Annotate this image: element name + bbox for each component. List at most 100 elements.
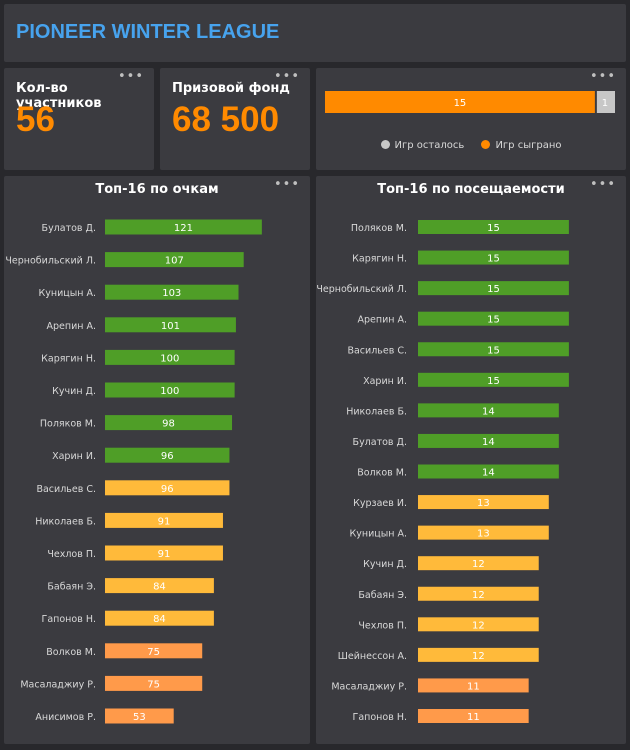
games-legend: Игр осталось Игр сыграно xyxy=(316,140,626,151)
bar-курзаев-и[interactable] xyxy=(418,495,549,510)
category-label-масаладжиу-р: Масаладжиу Р. xyxy=(331,681,407,692)
bar-value-label: 91 xyxy=(158,516,171,527)
kpi-prize-fund-value: 68 500 xyxy=(172,100,280,139)
header-panel: PIONEER WINTER LEAGUE xyxy=(4,4,626,62)
category-label-шейнессон-а: Шейнессон А. xyxy=(338,651,407,662)
category-label-арепин-а: Арепин А. xyxy=(357,315,407,326)
dashboard-title: PIONEER WINTER LEAGUE xyxy=(16,21,280,43)
bar-куницын-а[interactable] xyxy=(105,284,239,300)
bar-чехлов-п[interactable] xyxy=(105,545,223,561)
category-label-васильев-с: Васильев С. xyxy=(36,484,96,495)
bar-value-label: 13 xyxy=(477,529,490,540)
bar-value-label: 84 xyxy=(153,582,166,593)
legend-dot-icon xyxy=(481,140,491,149)
bar-харин-и[interactable] xyxy=(105,447,230,463)
category-label-поляков-м: Поляков М. xyxy=(351,223,407,234)
more-options-icon[interactable]: ••• xyxy=(273,69,300,84)
more-options-icon[interactable]: ••• xyxy=(589,177,616,192)
bar-value-label: 14 xyxy=(482,468,495,479)
bar-николаев-б[interactable] xyxy=(105,512,223,528)
category-label-кучин-д: Кучин Д. xyxy=(52,386,96,397)
bar-value-label: 101 xyxy=(161,321,180,332)
kpi-participants-card: ••• Кол-во участников 56 xyxy=(4,68,154,170)
bar-карягин-н[interactable] xyxy=(418,250,569,265)
bar-николаев-б[interactable] xyxy=(418,403,559,418)
category-label-чехлов-п: Чехлов П. xyxy=(358,620,407,631)
bar-васильев-с[interactable] xyxy=(418,342,569,357)
category-label-карягин-н: Карягин Н. xyxy=(352,254,407,265)
legend-item-played[interactable]: Игр сыграно xyxy=(481,140,561,151)
bar-value-label: 15 xyxy=(487,223,500,234)
bar-харин-и[interactable] xyxy=(418,372,569,387)
bar-value-label: 15 xyxy=(487,284,500,295)
attendance-chart: Поляков М. 15 Карягин Н. 15 Чернобильский Л.… xyxy=(316,220,569,723)
category-label-булатов-д: Булатов Д. xyxy=(42,223,96,234)
category-label-николаев-б: Николаев Б. xyxy=(346,406,407,417)
bar-васильев-с[interactable] xyxy=(105,480,230,496)
bar-value-label: 12 xyxy=(472,651,485,662)
progress-bar-label: 15 xyxy=(454,98,467,109)
games-progress-card: ••• 15 1 Игр осталось Игр сыграно xyxy=(316,68,626,170)
more-options-icon[interactable]: ••• xyxy=(117,69,144,84)
games-progress-chart: 15 1 xyxy=(325,91,615,113)
category-label-куницын-а: Куницын А. xyxy=(39,288,96,299)
kpi-prize-fund-card: ••• Призовой фонд 68 500 xyxy=(160,68,310,170)
category-label-карягин-н: Карягин Н. xyxy=(41,353,96,364)
bar-булатов-д[interactable] xyxy=(105,219,262,235)
legend-item-remaining[interactable]: Игр осталось xyxy=(380,140,464,151)
bar-чернобильский-л[interactable] xyxy=(418,281,569,296)
bar-value-label: 100 xyxy=(160,353,179,364)
bar-шейнессон-а[interactable] xyxy=(418,647,539,662)
bar-value-label: 96 xyxy=(161,451,174,462)
bar-value-label: 53 xyxy=(133,712,146,723)
bar-арепин-а[interactable] xyxy=(418,311,569,326)
bar-карягин-н[interactable] xyxy=(105,349,235,365)
bar-чехлов-п[interactable] xyxy=(418,617,539,632)
bar-value-label: 12 xyxy=(472,559,485,570)
bar-куницын-а[interactable] xyxy=(418,525,549,540)
bar-кучин-д[interactable] xyxy=(105,382,235,398)
progress-bar-played[interactable] xyxy=(325,91,595,113)
bar-value-label: 100 xyxy=(160,386,179,397)
bar-value-label: 121 xyxy=(174,223,193,234)
bar-чернобильский-л[interactable] xyxy=(105,252,244,268)
bar-волков-м[interactable] xyxy=(418,464,559,479)
bar-value-label: 75 xyxy=(147,679,160,690)
bar-value-label: 75 xyxy=(147,647,160,658)
category-label-анисимов-р: Анисимов Р. xyxy=(35,712,96,723)
bar-кучин-д[interactable] xyxy=(418,556,539,571)
bar-поляков-м[interactable] xyxy=(418,220,569,234)
category-label-бабаян-э: Бабаян Э. xyxy=(358,590,407,601)
category-label-масаладжиу-р: Масаладжиу Р. xyxy=(20,679,96,690)
progress-bar-remaining[interactable] xyxy=(596,91,615,113)
bar-value-label: 91 xyxy=(158,549,171,560)
bar-гапонов-н[interactable] xyxy=(418,709,529,723)
category-label-чернобильский-л: Чернобильский Л. xyxy=(316,284,407,295)
more-options-icon[interactable]: ••• xyxy=(589,69,616,84)
bar-value-label: 15 xyxy=(487,345,500,356)
legend-dot-icon xyxy=(380,140,390,149)
category-label-николаев-б: Николаев Б. xyxy=(35,516,96,527)
bar-гапонов-н[interactable] xyxy=(105,610,214,626)
attendance-chart-panel: ••• Топ-16 по посещаемости Поляков М. 15 К… xyxy=(316,176,626,744)
more-options-icon[interactable]: ••• xyxy=(273,177,300,192)
bar-value-label: 12 xyxy=(472,590,485,601)
bar-бабаян-э[interactable] xyxy=(418,586,539,601)
bar-анисимов-р[interactable] xyxy=(105,708,174,724)
bar-булатов-д[interactable] xyxy=(418,433,559,448)
bar-арепин-а[interactable] xyxy=(105,317,236,333)
category-label-харин-и: Харин И. xyxy=(363,376,407,387)
bar-value-label: 14 xyxy=(482,406,495,417)
bar-масаладжиу-р[interactable] xyxy=(418,678,529,693)
category-label-кучин-д: Кучин Д. xyxy=(363,559,407,570)
kpi-prize-fund-label: Призовой фонд xyxy=(172,81,290,96)
bar-value-label: 15 xyxy=(487,315,500,326)
bar-волков-м[interactable] xyxy=(105,643,203,659)
bar-масаладжиу-р[interactable] xyxy=(105,675,203,691)
attendance-chart-title: Топ-16 по посещаемости xyxy=(377,182,565,197)
category-label-арепин-а: Арепин А. xyxy=(46,321,96,332)
bar-поляков-м[interactable] xyxy=(105,415,233,431)
category-label-курзаев-и: Курзаев И. xyxy=(353,498,407,509)
bar-бабаян-э[interactable] xyxy=(105,578,214,594)
bar-value-label: 11 xyxy=(467,712,480,723)
